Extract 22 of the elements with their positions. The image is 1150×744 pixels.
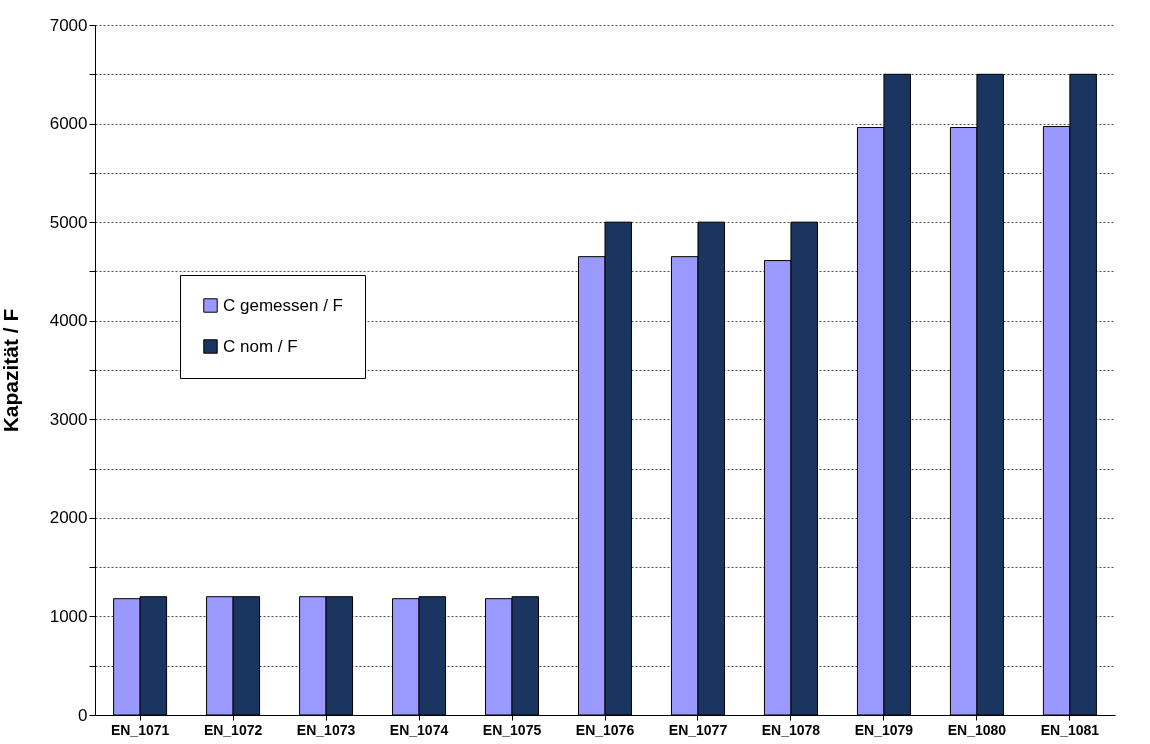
- x-tick-label: EN_1081: [1040, 721, 1100, 738]
- x-tick-label: EN_1077: [668, 721, 728, 738]
- x-tick-label: EN_1074: [389, 721, 449, 738]
- y-tick-label: 0: [78, 705, 88, 725]
- x-tick-label: EN_1072: [203, 721, 263, 738]
- y-tick-label: 7000: [49, 15, 88, 35]
- x-tick-label: EN_1079: [854, 721, 914, 738]
- legend-label: C nom / F: [223, 336, 298, 356]
- x-tick-label: EN_1073: [296, 721, 356, 738]
- y-tick-label: 3000: [49, 409, 88, 429]
- y-tick-label: 4000: [49, 311, 88, 331]
- legend-label: C gemessen / F: [223, 295, 343, 315]
- x-tick-label: EN_1080: [947, 721, 1007, 738]
- y-tick-label: 6000: [49, 114, 88, 134]
- y-tick-label: 1000: [49, 606, 88, 626]
- y-tick-label: 2000: [49, 508, 88, 528]
- x-tick-label: EN_1075: [482, 721, 542, 738]
- y-tick-label: 5000: [49, 212, 88, 232]
- x-tick-label: EN_1076: [575, 721, 635, 738]
- y-axis-title: Kapazität / F: [0, 308, 22, 433]
- x-tick-label: EN_1078: [761, 721, 821, 738]
- x-tick-label: EN_1071: [110, 721, 170, 738]
